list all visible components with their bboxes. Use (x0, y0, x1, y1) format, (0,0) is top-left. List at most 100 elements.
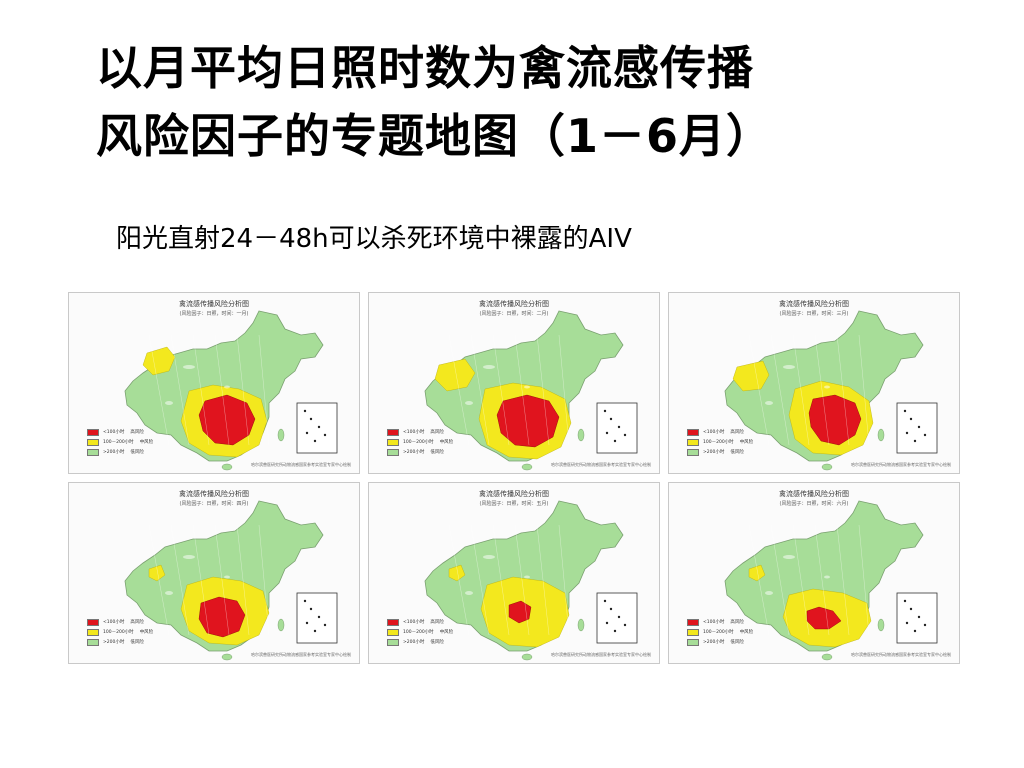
china-landmass (424, 500, 624, 652)
china-risk-map (124, 500, 338, 661)
legend-swatch (387, 448, 399, 456)
map-legend: <100小时 高风险 100－200小时 中风险 >200小时 低风险 (687, 427, 753, 457)
label-marker (524, 385, 530, 389)
map-legend: <100小时 高风险 100－200小时 中风险 >200小时 低风险 (387, 617, 453, 647)
province-boundary (836, 334, 850, 446)
inset-island-dot (913, 439, 917, 443)
china-landmass (124, 310, 324, 462)
legend-range: 100－200小时 (403, 440, 434, 445)
high-risk-region (806, 606, 842, 630)
china-risk-map (724, 310, 938, 471)
legend-swatch (387, 638, 399, 646)
inset-island-dot (903, 409, 907, 413)
legend-item: 100－200小时 中风险 (687, 627, 753, 637)
slide-title-line-2: 风险因子的专题地图（1－6月） (96, 109, 774, 163)
inset-island-dot (317, 615, 321, 619)
label-marker (524, 575, 530, 579)
inset-island-dot (605, 621, 609, 625)
legend-level: 中风险 (139, 630, 154, 635)
map-title: 禽流感传播风险分析图 (179, 490, 249, 498)
province-boundary (236, 334, 250, 446)
legend-level: 高风险 (730, 430, 744, 435)
label-marker (765, 591, 773, 595)
legend-range: 100－200小时 (103, 440, 134, 445)
legend-item: 100－200小时 中风险 (687, 437, 753, 447)
south-china-sea-inset (296, 592, 338, 644)
province-boundary (170, 524, 190, 636)
label-marker (183, 365, 195, 369)
label-marker (183, 555, 195, 559)
province-boundary (536, 334, 550, 446)
medium-risk-region-north (748, 564, 766, 582)
high-risk-region (198, 394, 256, 446)
legend-range: 100－200小时 (403, 630, 434, 635)
province-boundary (836, 524, 850, 636)
map-title: 禽流感传播风险分析图 (179, 300, 249, 308)
map-subtitle: (风险因子：日照，时间：六月) (779, 501, 849, 507)
map-panel-5: 禽流感传播风险分析图 (风险因子：日照，时间：五月) <100小时 高风险 100－20… (368, 482, 660, 664)
legend-item: >200小时 低风险 (387, 637, 453, 647)
province-boundary (792, 524, 810, 636)
map-panel-1: 禽流感传播风险分析图 (风险因子：日照，时间：一月) <100小时 高风险 100－20… (68, 292, 360, 474)
map-panel-4: 禽流感传播风险分析图 (风险因子：日照，时间：四月) <100小时 高风险 100－20… (68, 482, 360, 664)
inset-island-dot (305, 431, 309, 435)
province-boundary (448, 524, 470, 636)
medium-risk-region-north (732, 360, 770, 392)
province-boundary (492, 334, 510, 446)
province-boundary (214, 524, 230, 636)
inset-island-dot (317, 425, 321, 429)
inset-island-dot (917, 425, 921, 429)
province-boundary (558, 334, 570, 446)
province-boundary (214, 334, 230, 446)
inset-island-dot (323, 433, 327, 437)
legend-swatch (87, 428, 99, 436)
legend-level: 高风险 (730, 620, 744, 625)
province-boundary (148, 524, 170, 636)
taiwan-island (877, 618, 885, 632)
hainan-island (221, 653, 233, 661)
legend-level: 低风险 (730, 450, 744, 455)
province-boundary (192, 334, 210, 446)
hainan-island (221, 463, 233, 471)
hainan-island (521, 463, 533, 471)
legend-range: >200小时 (103, 640, 125, 645)
map-legend: <100小时 高风险 100－200小时 中风险 >200小时 低风险 (87, 427, 153, 457)
inset-island-dot (613, 629, 617, 633)
map-grid: 禽流感传播风险分析图 (风险因子：日照，时间：一月) <100小时 高风险 100－20… (68, 292, 960, 664)
china-landmass (724, 500, 924, 652)
inset-island-dot (617, 615, 621, 619)
legend-range: <100小时 (403, 430, 425, 435)
legend-level: 低风险 (430, 640, 444, 645)
legend-level: 中风险 (139, 440, 154, 445)
legend-swatch (687, 448, 699, 456)
south-china-sea-inset (896, 402, 938, 454)
inset-island-dot (909, 607, 913, 611)
legend-level: 低风险 (130, 640, 144, 645)
taiwan-island (277, 618, 285, 632)
legend-item: >200小时 低风险 (87, 447, 153, 457)
map-legend: <100小时 高风险 100－200小时 中风险 >200小时 低风险 (687, 617, 753, 647)
inset-island-dot (605, 431, 609, 435)
province-boundary (470, 334, 490, 446)
legend-level: 中风险 (739, 440, 754, 445)
map-subtitle: (风险因子：日照，时间：五月) (479, 501, 549, 507)
map-subtitle: (风险因子：日照，时间：一月) (179, 311, 249, 317)
china-risk-map (424, 310, 638, 471)
legend-swatch (687, 428, 699, 436)
legend-level: 高风险 (130, 620, 144, 625)
map-panel-3: 禽流感传播风险分析图 (风险因子：日照，时间：三月) <100小时 高风险 100－20… (668, 292, 960, 474)
map-credit: 哈尔滨兽医研究所动物流感国家参考实验室专家中心绘制 (851, 462, 951, 467)
map-legend: <100小时 高风险 100－200小时 中风险 >200小时 低风险 (87, 617, 153, 647)
medium-risk-region-north (148, 564, 166, 582)
hainan-island (521, 653, 533, 661)
china-landmass (124, 500, 324, 652)
province-boundary (514, 334, 530, 446)
hainan-island (821, 653, 833, 661)
inset-island-dot (623, 433, 627, 437)
medium-risk-region-north (448, 564, 466, 582)
legend-item: <100小时 高风险 (687, 617, 753, 627)
legend-item: <100小时 高风险 (387, 617, 453, 627)
taiwan-island (577, 428, 585, 442)
province-boundary (192, 524, 210, 636)
inset-island-dot (917, 615, 921, 619)
